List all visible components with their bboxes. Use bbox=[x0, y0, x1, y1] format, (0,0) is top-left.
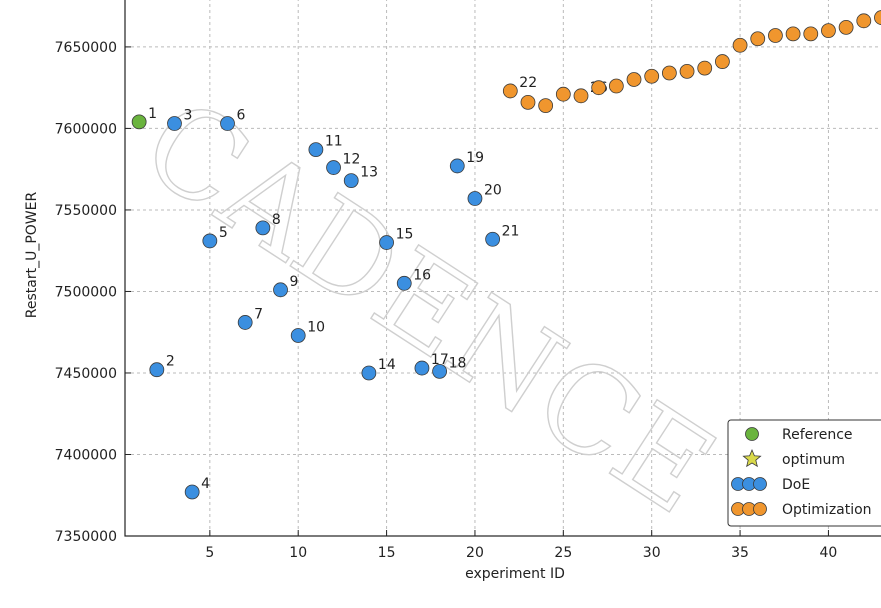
point-label: 6 bbox=[237, 108, 246, 124]
data-point-doe bbox=[273, 282, 288, 298]
point-label: 10 bbox=[307, 319, 325, 335]
data-point-doe bbox=[467, 191, 483, 206]
data-point-optimization bbox=[732, 37, 748, 53]
data-point-optimization bbox=[803, 26, 819, 42]
point-label: 7 bbox=[254, 306, 263, 322]
data-point-optimization bbox=[502, 83, 518, 99]
data-point-optimization bbox=[626, 72, 642, 87]
point-label: 14 bbox=[378, 357, 396, 373]
x-tick-label: 40 bbox=[820, 545, 838, 561]
data-point-optimization bbox=[874, 10, 881, 25]
data-point-doe bbox=[414, 360, 430, 376]
legend-marker-reference bbox=[745, 427, 759, 441]
x-tick-label: 25 bbox=[554, 545, 572, 561]
point-label: 3 bbox=[183, 108, 192, 124]
data-point-doe bbox=[326, 160, 341, 175]
point-label: 19 bbox=[466, 150, 484, 166]
y-tick-label: 7400000 bbox=[55, 447, 117, 463]
x-axis-ticks: 5 10 15 20 25 30 35 40 bbox=[205, 530, 837, 561]
data-point-optimization bbox=[750, 31, 766, 47]
data-point-doe bbox=[343, 173, 359, 188]
y-tick-label: 7650000 bbox=[55, 40, 117, 56]
data-point-optimization bbox=[644, 68, 660, 84]
legend-box bbox=[727, 419, 881, 527]
point-label: 1 bbox=[148, 106, 157, 122]
data-point-optimization bbox=[714, 54, 730, 69]
point-label: 11 bbox=[325, 134, 343, 150]
data-point-optimization bbox=[661, 65, 677, 81]
point-label: 15 bbox=[396, 227, 414, 243]
point-label: 17 bbox=[431, 352, 449, 368]
data-point-optimization bbox=[697, 60, 713, 76]
data-point-optimization bbox=[591, 80, 607, 96]
data-point-optimization bbox=[679, 63, 695, 79]
point-label: 18 bbox=[449, 355, 467, 371]
data-point-optimization bbox=[838, 19, 854, 35]
point-label: 8 bbox=[272, 212, 281, 228]
legend-label-optimum: optimum bbox=[782, 452, 845, 468]
data-point-doe bbox=[290, 328, 306, 343]
plot-frame bbox=[124, 0, 881, 537]
data-point-doe bbox=[202, 233, 218, 249]
point-label: 5 bbox=[219, 225, 228, 241]
legend-marker-optimization bbox=[753, 502, 767, 516]
data-point-doe bbox=[485, 231, 501, 247]
x-tick-label: 20 bbox=[466, 545, 484, 561]
y-tick-label: 7450000 bbox=[55, 366, 117, 382]
data-point-doe bbox=[255, 220, 271, 236]
data-point-doe bbox=[237, 315, 253, 330]
x-tick-label: 30 bbox=[643, 545, 661, 561]
data-point-doe bbox=[184, 484, 200, 500]
x-axis-label: experiment ID bbox=[465, 566, 565, 582]
point-label: 12 bbox=[343, 152, 361, 168]
legend: Reference optimum DoE Optimization bbox=[727, 419, 881, 527]
point-label: 22 bbox=[519, 75, 537, 91]
y-axis-label: Restart_U_POWER bbox=[24, 192, 40, 319]
y-tick-label: 7550000 bbox=[55, 203, 117, 219]
data-points: 1234567891011121314151617181920212226 bbox=[131, 10, 881, 500]
data-point-doe bbox=[379, 235, 394, 250]
data-point-doe bbox=[361, 365, 377, 381]
point-label: 4 bbox=[201, 476, 210, 492]
data-point-optimization bbox=[856, 13, 872, 29]
data-point-optimization bbox=[785, 26, 801, 42]
data-point-doe bbox=[149, 362, 165, 378]
data-point-optimization bbox=[520, 94, 536, 110]
legend-label-optimization: Optimization bbox=[782, 502, 872, 518]
data-point-doe bbox=[167, 116, 182, 131]
x-tick-label: 15 bbox=[378, 545, 396, 561]
data-point-doe bbox=[432, 363, 448, 379]
data-point-optimization bbox=[608, 78, 624, 94]
data-point-doe bbox=[449, 158, 465, 174]
x-tick-label: 5 bbox=[205, 545, 214, 561]
data-point-optimization bbox=[821, 23, 836, 39]
x-tick-label: 10 bbox=[289, 545, 307, 561]
legend-marker-doe bbox=[753, 477, 767, 491]
point-label: 16 bbox=[413, 267, 431, 283]
point-label: 21 bbox=[502, 223, 520, 239]
data-point-optimization bbox=[768, 28, 783, 43]
point-label: 9 bbox=[290, 274, 299, 290]
y-tick-label: 7600000 bbox=[55, 121, 117, 137]
point-label: 13 bbox=[360, 165, 378, 181]
legend-marker-optimum bbox=[742, 448, 762, 468]
data-point-optimization bbox=[573, 88, 589, 104]
data-point-doe bbox=[220, 116, 235, 131]
x-tick-label: 35 bbox=[731, 545, 749, 561]
data-point-doe bbox=[396, 275, 412, 291]
point-label: 2 bbox=[166, 354, 175, 370]
y-tick-label: 7500000 bbox=[55, 284, 117, 300]
legend-label-doe: DoE bbox=[782, 477, 810, 493]
data-point-doe bbox=[308, 142, 324, 158]
legend-label-reference: Reference bbox=[782, 427, 853, 443]
data-point-reference bbox=[131, 114, 147, 130]
data-point-optimization bbox=[538, 98, 554, 113]
data-point-optimization bbox=[555, 86, 571, 102]
y-axis-ticks: 7350000 7400000 7450000 7500000 7550000 76000… bbox=[55, 40, 131, 545]
point-label: 20 bbox=[484, 183, 502, 199]
y-tick-label: 7350000 bbox=[55, 529, 117, 545]
